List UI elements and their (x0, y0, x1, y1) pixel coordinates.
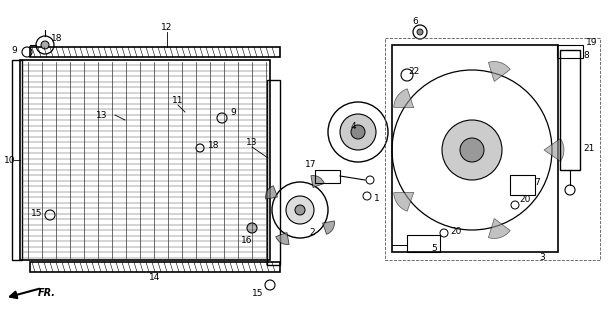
Wedge shape (488, 61, 510, 82)
Text: 20: 20 (519, 195, 531, 204)
Bar (560, 50, 580, 170)
Circle shape (295, 205, 305, 215)
Text: 5: 5 (431, 244, 437, 252)
Bar (407, 235, 440, 252)
Circle shape (247, 223, 257, 233)
Text: 12: 12 (161, 22, 173, 31)
Bar (30, 262, 280, 272)
Text: 15: 15 (252, 289, 264, 298)
Wedge shape (488, 219, 510, 238)
Text: 20: 20 (451, 227, 461, 236)
Circle shape (340, 114, 376, 150)
Bar (557, 45, 583, 58)
Bar (20, 60, 270, 260)
Circle shape (286, 196, 314, 224)
Bar (510, 175, 535, 195)
Text: 15: 15 (31, 209, 43, 218)
Text: 1: 1 (374, 194, 380, 203)
Text: 10: 10 (4, 156, 16, 164)
Text: 6: 6 (412, 17, 418, 26)
Wedge shape (544, 139, 564, 162)
Text: FR.: FR. (38, 288, 56, 298)
Wedge shape (311, 175, 324, 188)
Wedge shape (266, 186, 277, 199)
Circle shape (442, 120, 502, 180)
Text: 4: 4 (350, 122, 356, 131)
Bar (385, 38, 600, 260)
Circle shape (41, 41, 49, 49)
Bar (30, 47, 280, 57)
Text: 13: 13 (96, 110, 108, 119)
Wedge shape (394, 89, 414, 108)
Circle shape (460, 138, 484, 162)
Text: 18: 18 (209, 140, 219, 149)
Text: 21: 21 (583, 143, 595, 153)
Wedge shape (322, 221, 334, 234)
Text: 14: 14 (150, 274, 161, 283)
Text: 8: 8 (583, 51, 589, 60)
Text: 9: 9 (11, 45, 17, 54)
Text: 7: 7 (534, 178, 540, 187)
Text: 13: 13 (246, 138, 258, 147)
Circle shape (351, 125, 365, 139)
Wedge shape (394, 192, 414, 211)
Text: 2: 2 (309, 228, 315, 236)
Text: 17: 17 (305, 159, 317, 169)
Text: 16: 16 (241, 236, 253, 244)
Text: 19: 19 (586, 37, 598, 46)
Text: 9: 9 (230, 108, 236, 116)
Text: 11: 11 (172, 95, 184, 105)
Wedge shape (275, 233, 289, 244)
Text: 18: 18 (51, 34, 63, 43)
Bar (267, 80, 280, 265)
Circle shape (417, 29, 423, 35)
Bar (392, 45, 558, 252)
Bar (12, 60, 22, 260)
Text: 3: 3 (539, 253, 545, 262)
Text: 22: 22 (409, 67, 420, 76)
Bar (315, 170, 340, 183)
